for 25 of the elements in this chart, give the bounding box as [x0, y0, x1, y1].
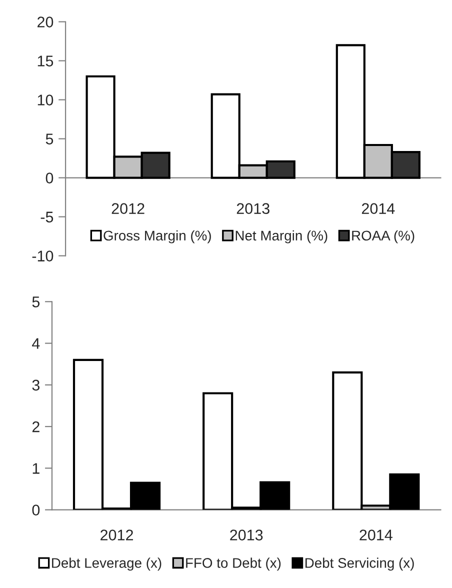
legend-label: Debt Servicing (x): [305, 558, 414, 571]
x-tick-label: 2013: [230, 530, 263, 540]
y-tick-label: 5: [32, 296, 40, 308]
y-tick-label: 0: [32, 504, 40, 516]
legend-label: Debt Leverage (x): [52, 558, 162, 571]
y-tick-label: 1: [32, 463, 40, 474]
legend-label: Net Margin (%): [236, 230, 328, 244]
y-tick-label: 10: [38, 94, 54, 106]
legend-label: ROAA (%): [352, 230, 414, 244]
y-tick-label: 4: [32, 338, 40, 349]
y-tick-label: 15: [38, 56, 54, 66]
y-tick-label: -5: [40, 212, 54, 222]
x-tick-label: 2012: [100, 530, 133, 540]
y-tick-label: 0: [46, 172, 54, 184]
y-tick-label: 20: [38, 16, 54, 28]
y-tick-label: 2: [32, 421, 40, 432]
legend-label: Gross Margin (%): [104, 230, 211, 244]
y-tick-label: -10: [32, 250, 54, 262]
x-tick-label: 2014: [362, 203, 395, 214]
y-tick-label: 5: [46, 134, 54, 144]
x-tick-label: 2013: [236, 203, 270, 214]
legend-label: FFO to Debt (x): [186, 558, 281, 571]
x-tick-label: 2012: [112, 203, 144, 214]
x-tick-label: 2014: [360, 530, 392, 540]
y-tick-label: 3: [32, 380, 40, 391]
